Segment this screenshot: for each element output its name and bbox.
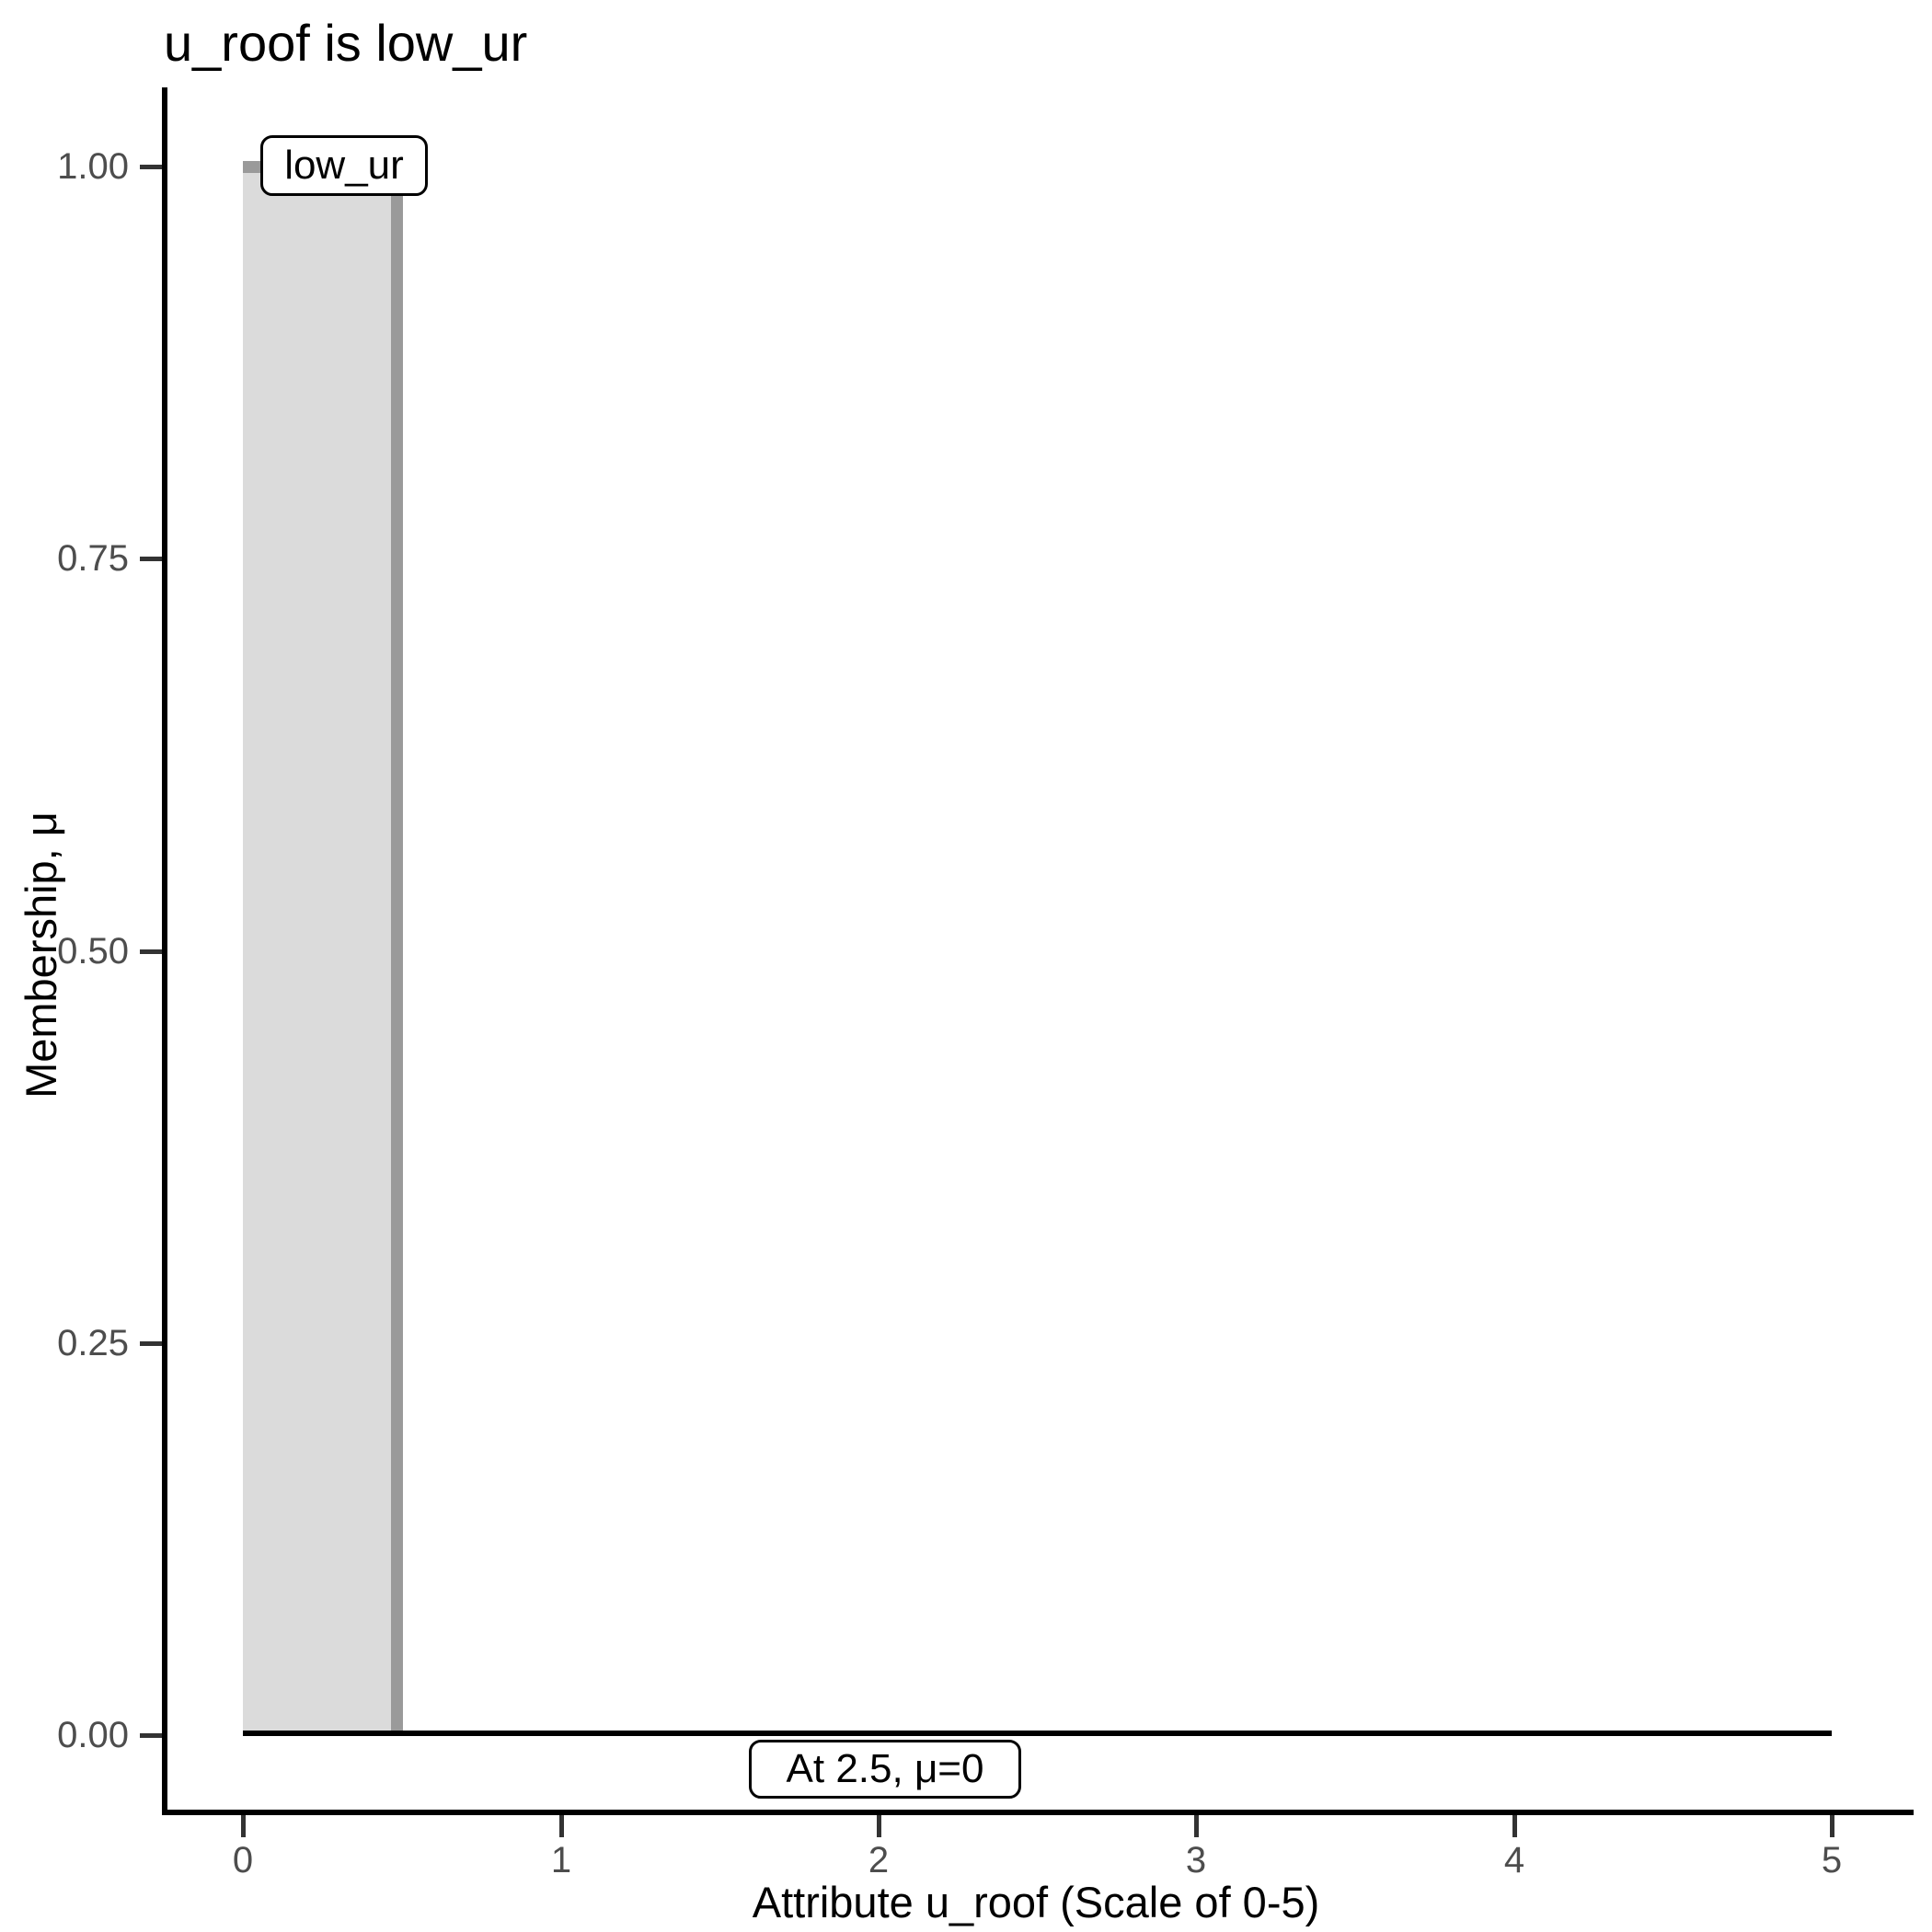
x-tick-label: 1 bbox=[550, 1840, 572, 1880]
y-tick-label: 0.75 bbox=[57, 538, 129, 579]
set-label-box: low_ur bbox=[260, 135, 428, 196]
mu-zero-reference-line bbox=[243, 1731, 1832, 1736]
x-tick-label: 5 bbox=[1821, 1840, 1843, 1880]
x-tick-label: 4 bbox=[1503, 1840, 1525, 1880]
x-tick-mark bbox=[1194, 1815, 1199, 1837]
y-tick-mark bbox=[140, 557, 162, 561]
x-tick-mark bbox=[877, 1815, 881, 1837]
y-axis-label: Membership, μ bbox=[17, 811, 65, 1098]
x-tick-label: 2 bbox=[868, 1840, 890, 1880]
plot-title: u_roof is low_ur bbox=[164, 14, 528, 72]
membership-area bbox=[243, 167, 391, 1731]
x-tick-label: 0 bbox=[232, 1840, 254, 1880]
y-tick-mark bbox=[140, 949, 162, 954]
x-axis-line bbox=[162, 1810, 1914, 1815]
y-tick-label: 1.00 bbox=[57, 146, 129, 187]
y-tick-mark bbox=[140, 1733, 162, 1738]
membership-line-drop bbox=[391, 161, 403, 1731]
y-tick-mark bbox=[140, 165, 162, 169]
x-tick-mark bbox=[241, 1815, 246, 1837]
set-label-text: low_ur bbox=[284, 143, 404, 188]
x-tick-label: 3 bbox=[1185, 1840, 1207, 1880]
y-tick-label: 0.50 bbox=[57, 931, 129, 972]
y-tick-label: 0.25 bbox=[57, 1323, 129, 1363]
x-tick-mark bbox=[1512, 1815, 1517, 1837]
y-tick-mark bbox=[140, 1341, 162, 1346]
y-axis-line bbox=[162, 87, 167, 1815]
evaluation-label-text: At 2.5, μ=0 bbox=[786, 1746, 984, 1791]
y-tick-label: 0.00 bbox=[57, 1715, 129, 1755]
x-tick-mark bbox=[559, 1815, 564, 1837]
x-axis-label: Attribute u_roof (Scale of 0-5) bbox=[752, 1878, 1320, 1926]
evaluation-label-box: At 2.5, μ=0 bbox=[749, 1740, 1021, 1799]
x-tick-mark bbox=[1830, 1815, 1834, 1837]
